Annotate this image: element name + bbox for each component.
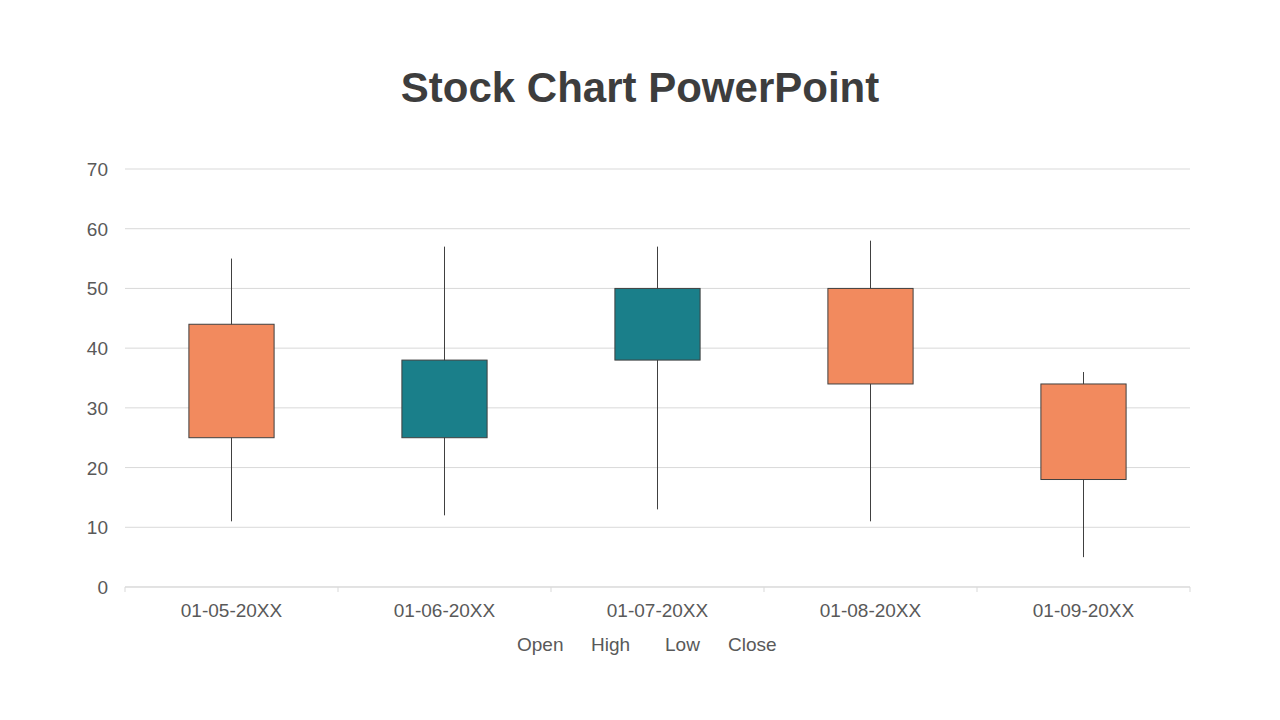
x-tick-label: 01-08-20XX (820, 600, 922, 621)
wick (657, 247, 658, 510)
grid-line (125, 527, 1190, 528)
y-tick-label: 30 (87, 398, 108, 419)
x-tick (977, 587, 978, 592)
x-tick-label: 01-05-20XX (181, 600, 283, 621)
legend-entry: Open (517, 634, 563, 655)
grid-line (125, 169, 1190, 170)
y-tick-label: 40 (87, 338, 108, 359)
plot-area (189, 241, 1126, 557)
y-tick-label: 0 (97, 577, 108, 598)
grid-line (125, 587, 1190, 588)
x-tick-label: 01-09-20XX (1033, 600, 1135, 621)
legend: Open High Low Close (517, 634, 777, 655)
legend-entry: Low (665, 634, 700, 655)
x-tick (764, 587, 765, 592)
y-tick-label: 60 (87, 219, 108, 240)
y-tick-label: 50 (87, 278, 108, 299)
grid-line (125, 228, 1190, 229)
x-tick (551, 587, 552, 592)
x-tick (125, 587, 126, 592)
y-tick-label: 70 (87, 159, 108, 180)
candle-body (402, 360, 487, 438)
candle-body (615, 288, 700, 360)
legend-entry: High (591, 634, 630, 655)
x-axis (125, 587, 1190, 588)
candle-body (1041, 384, 1126, 480)
x-tick-label: 01-06-20XX (394, 600, 496, 621)
chart: Stock Chart PowerPoint 0 10 20 30 40 50 60 70 01-… (0, 0, 1280, 720)
x-tick-label: 01-07-20XX (607, 600, 709, 621)
y-tick-label: 10 (87, 517, 108, 538)
legend-entry: Close (728, 634, 777, 655)
candle-body (189, 324, 274, 437)
x-tick (1190, 587, 1191, 592)
title: Stock Chart PowerPoint (401, 64, 879, 111)
y-tick-label: 20 (87, 458, 108, 479)
x-tick (338, 587, 339, 592)
candle-body (828, 288, 913, 384)
